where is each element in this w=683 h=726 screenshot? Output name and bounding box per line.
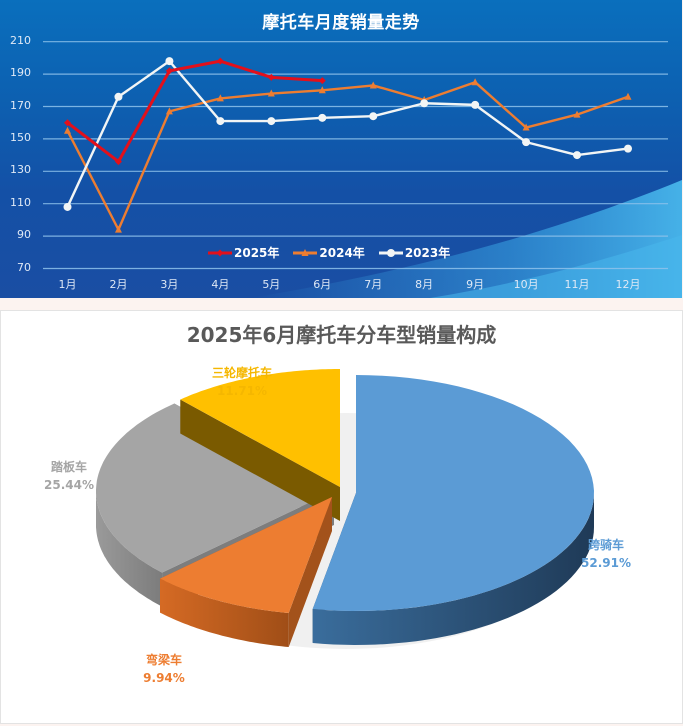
y-tick-label: 130 xyxy=(10,163,31,177)
pie-label-value: 11.71% xyxy=(217,384,267,398)
x-tick-label: 6月 xyxy=(313,278,332,291)
pie-label-value: 25.44% xyxy=(44,478,94,492)
pie-plot-area xyxy=(96,369,594,649)
monthly-sales-line-chart: 摩托车月度销量走势 70 90 110 130 150 170 190 210 1月 2月 3月 4… xyxy=(0,0,682,298)
y-tick-label: 70 xyxy=(17,260,31,274)
legend-label: 2023年 xyxy=(404,246,451,260)
pie-label-name: 踏板车 xyxy=(50,460,87,474)
pie-slice-三轮摩托车 xyxy=(180,369,340,521)
legend-item: 2023年 xyxy=(378,244,451,261)
series-2025年 xyxy=(64,57,326,166)
x-tick-label: 4月 xyxy=(211,278,230,291)
legend-item: 2025年 xyxy=(208,244,279,261)
legend: 2025年 2024年 2023年 xyxy=(208,244,450,261)
pie-label-2: 踏板车 25.44% xyxy=(29,458,109,494)
line-chart-title: 摩托车月度销量走势 xyxy=(262,13,420,33)
pie-label-name: 跨骑车 xyxy=(587,538,624,552)
x-tick-label: 1月 xyxy=(58,278,77,291)
x-tick-label: 5月 xyxy=(262,278,281,291)
y-tick-label: 90 xyxy=(17,228,31,242)
legend-triangle-marker-icon xyxy=(293,248,318,256)
pie-chart-title: 2025年6月摩托车分车型销量构成 xyxy=(186,323,497,347)
x-tick-label: 8月 xyxy=(415,278,434,291)
pie-slice-弯梁车 xyxy=(160,497,332,648)
pie-slice-跨骑车 xyxy=(312,375,594,645)
legend-circle-marker-icon xyxy=(378,248,403,257)
pie-label-name: 三轮摩托车 xyxy=(211,366,272,380)
pie-label-0: 跨骑车 52.91% xyxy=(566,536,646,572)
series-2023年 xyxy=(63,57,632,211)
y-tick-label: 170 xyxy=(10,98,31,112)
x-tick-label: 2月 xyxy=(109,278,128,291)
series-2024年 xyxy=(64,78,632,233)
vehicle-type-pie-chart: 2025年6月摩托车分车型销量构成 跨骑车 52.91% 弯梁车 9.94% 踏板车 25… xyxy=(0,310,683,724)
x-tick-label: 9月 xyxy=(466,278,485,291)
x-tick-label: 3月 xyxy=(160,278,179,291)
x-tick-label: 12月 xyxy=(615,278,641,291)
x-tick-label: 7月 xyxy=(364,278,383,291)
legend-diamond-marker-icon xyxy=(208,249,232,256)
legend-item: 2024年 xyxy=(293,244,365,261)
y-tick-label: 110 xyxy=(10,195,31,209)
pie-label-value: 52.91% xyxy=(581,556,631,570)
pie-label-value: 9.94% xyxy=(143,671,185,685)
pie-label-1: 弯梁车 9.94% xyxy=(124,651,204,687)
legend-label: 2025年 xyxy=(234,246,280,260)
y-tick-label: 190 xyxy=(10,66,31,80)
legend-label: 2024年 xyxy=(319,246,365,260)
pie-label-name: 弯梁车 xyxy=(145,653,182,667)
x-tick-label: 11月 xyxy=(564,278,590,291)
line-plot-area xyxy=(43,41,668,270)
y-tick-label: 150 xyxy=(10,130,31,144)
pie-label-3: 三轮摩托车 11.71% xyxy=(202,364,282,400)
y-tick-label: 210 xyxy=(10,33,31,47)
x-tick-label: 10月 xyxy=(513,278,539,291)
